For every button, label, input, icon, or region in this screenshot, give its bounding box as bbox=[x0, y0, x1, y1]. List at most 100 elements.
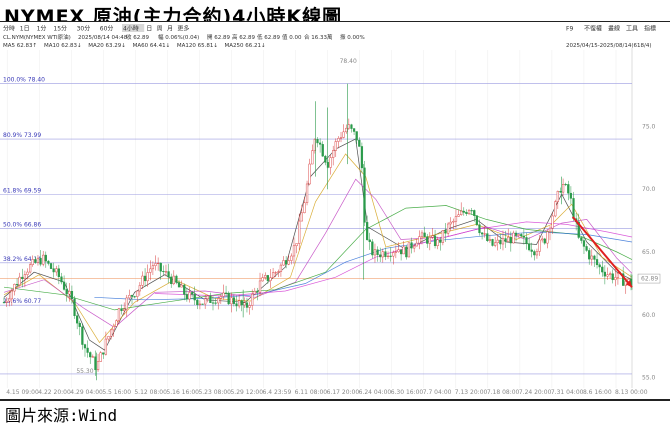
period-tab-5[interactable]: 60分 bbox=[100, 25, 114, 33]
candle-body bbox=[222, 292, 225, 297]
candle-body bbox=[96, 361, 100, 371]
candle-body bbox=[271, 272, 275, 278]
candle-body bbox=[2, 302, 6, 304]
value-label: 值 0.00 bbox=[282, 33, 302, 41]
candle-body bbox=[162, 270, 165, 273]
extreme-labels: 78.40 55.30 bbox=[76, 58, 357, 375]
period-tab-0[interactable]: 分時 bbox=[3, 25, 15, 33]
x-tick-label: 8.6 16:00 bbox=[583, 389, 612, 396]
x-tick-label: 6.24 04:00 bbox=[359, 389, 392, 396]
candle-body bbox=[204, 298, 207, 305]
x-tick-label: 5.23 08:00 bbox=[198, 389, 231, 396]
candle-body bbox=[582, 240, 586, 247]
candle-body bbox=[34, 259, 37, 263]
period-tab-7[interactable]: 日 bbox=[146, 26, 152, 33]
candle-body bbox=[402, 246, 405, 255]
candle-body bbox=[10, 290, 13, 300]
candle-body bbox=[491, 239, 494, 246]
period-tab-3[interactable]: 15分 bbox=[53, 25, 67, 33]
ma-legend: MA5 62.83↑ MA10 62.83↓ MA20 63.29↓ MA60 64.… bbox=[3, 42, 266, 49]
candle-body bbox=[130, 295, 134, 297]
fib-label-0: 100.0% 78.40 bbox=[3, 77, 45, 84]
candle-body bbox=[572, 198, 575, 219]
candle-body bbox=[410, 242, 413, 249]
candle-body bbox=[423, 232, 426, 237]
candle-body bbox=[525, 237, 528, 244]
period-tab-8[interactable]: 周 bbox=[157, 26, 163, 33]
candle-body bbox=[279, 264, 283, 272]
candle-body bbox=[86, 347, 89, 353]
candle-body bbox=[287, 260, 290, 265]
toolbar-item-3[interactable]: 工具 bbox=[626, 26, 638, 33]
candle-body bbox=[151, 265, 155, 270]
candle-body bbox=[622, 273, 625, 286]
candle-body bbox=[68, 290, 71, 295]
candle-body bbox=[413, 245, 416, 249]
candle-body bbox=[70, 290, 74, 299]
candle-body bbox=[601, 266, 604, 273]
candle-body bbox=[23, 274, 27, 280]
candle-body bbox=[608, 273, 612, 275]
candle-body bbox=[449, 221, 452, 225]
candle-body bbox=[373, 249, 377, 256]
candle-body bbox=[386, 255, 390, 257]
candle-body bbox=[211, 302, 215, 304]
candles bbox=[2, 83, 633, 381]
candle-body bbox=[318, 142, 322, 145]
x-tick-label: 5.12 08:00 bbox=[134, 389, 167, 396]
high-price-label: 78.40 bbox=[340, 58, 357, 65]
low-price-label: 55.30 bbox=[76, 368, 93, 375]
ma-legend-4: MA120 65.81↓ bbox=[177, 42, 218, 49]
period-tab-6[interactable]: 4小時 bbox=[123, 25, 139, 33]
period-tab-1[interactable]: 1日 bbox=[20, 26, 30, 33]
candle-body bbox=[21, 276, 24, 280]
candle-body bbox=[446, 223, 450, 234]
candle-body bbox=[104, 338, 108, 355]
candle-body bbox=[311, 150, 314, 165]
candle-body bbox=[209, 295, 212, 303]
candle-body bbox=[527, 243, 531, 251]
toolbar-item-1[interactable]: 不復權 bbox=[584, 25, 602, 33]
candle-body bbox=[282, 260, 285, 266]
candle-body bbox=[347, 124, 350, 129]
candle-body bbox=[559, 191, 562, 193]
candle-body bbox=[115, 320, 118, 327]
candle-body bbox=[509, 236, 512, 244]
candle-body bbox=[462, 210, 465, 213]
toolbar-item-0[interactable]: F9 bbox=[566, 26, 573, 33]
candle-body bbox=[332, 150, 335, 158]
period-tab-9[interactable]: 月 bbox=[167, 26, 173, 33]
fib-levels: 100.0% 78.40 80.9% 73.99 61.8% 69.59 50.0% … bbox=[0, 77, 632, 375]
candle-body bbox=[157, 262, 160, 264]
toolbar-item-2[interactable]: 畫線 bbox=[608, 25, 620, 33]
candle-body bbox=[379, 254, 382, 258]
candle-body bbox=[154, 263, 157, 266]
candle-body bbox=[91, 356, 94, 358]
candle-body bbox=[15, 283, 19, 286]
candle-body bbox=[394, 251, 397, 253]
candle-body bbox=[554, 201, 557, 217]
grid bbox=[6, 48, 633, 388]
candle-body bbox=[102, 352, 105, 355]
trend-arrow-head bbox=[625, 280, 632, 288]
candle-body bbox=[183, 284, 186, 295]
candle-body bbox=[546, 231, 549, 244]
period-tab-4[interactable]: 30分 bbox=[77, 25, 91, 33]
candle-body bbox=[321, 144, 324, 157]
candle-body bbox=[460, 210, 463, 215]
period-toolbar: 分時 1日 1分 15分 30分 60分 4小時日周月更多 bbox=[3, 24, 189, 33]
candle-body bbox=[530, 249, 533, 252]
candle-body bbox=[512, 232, 515, 244]
candle-body bbox=[177, 282, 181, 288]
candle-body bbox=[567, 184, 570, 194]
trend-arrow-shaft bbox=[571, 216, 633, 288]
x-tick-label: 4.15 09:00 bbox=[6, 389, 39, 396]
candle-body bbox=[292, 245, 296, 257]
period-tab-2[interactable]: 1分 bbox=[37, 25, 47, 33]
last-price-label: 62.89 bbox=[641, 276, 658, 283]
last-price-box bbox=[637, 273, 661, 284]
candle-body bbox=[428, 237, 431, 244]
candle-body bbox=[593, 255, 596, 260]
toolbar-item-4[interactable]: 指標 bbox=[644, 25, 656, 33]
period-tab-10[interactable]: 更多 bbox=[177, 25, 189, 33]
